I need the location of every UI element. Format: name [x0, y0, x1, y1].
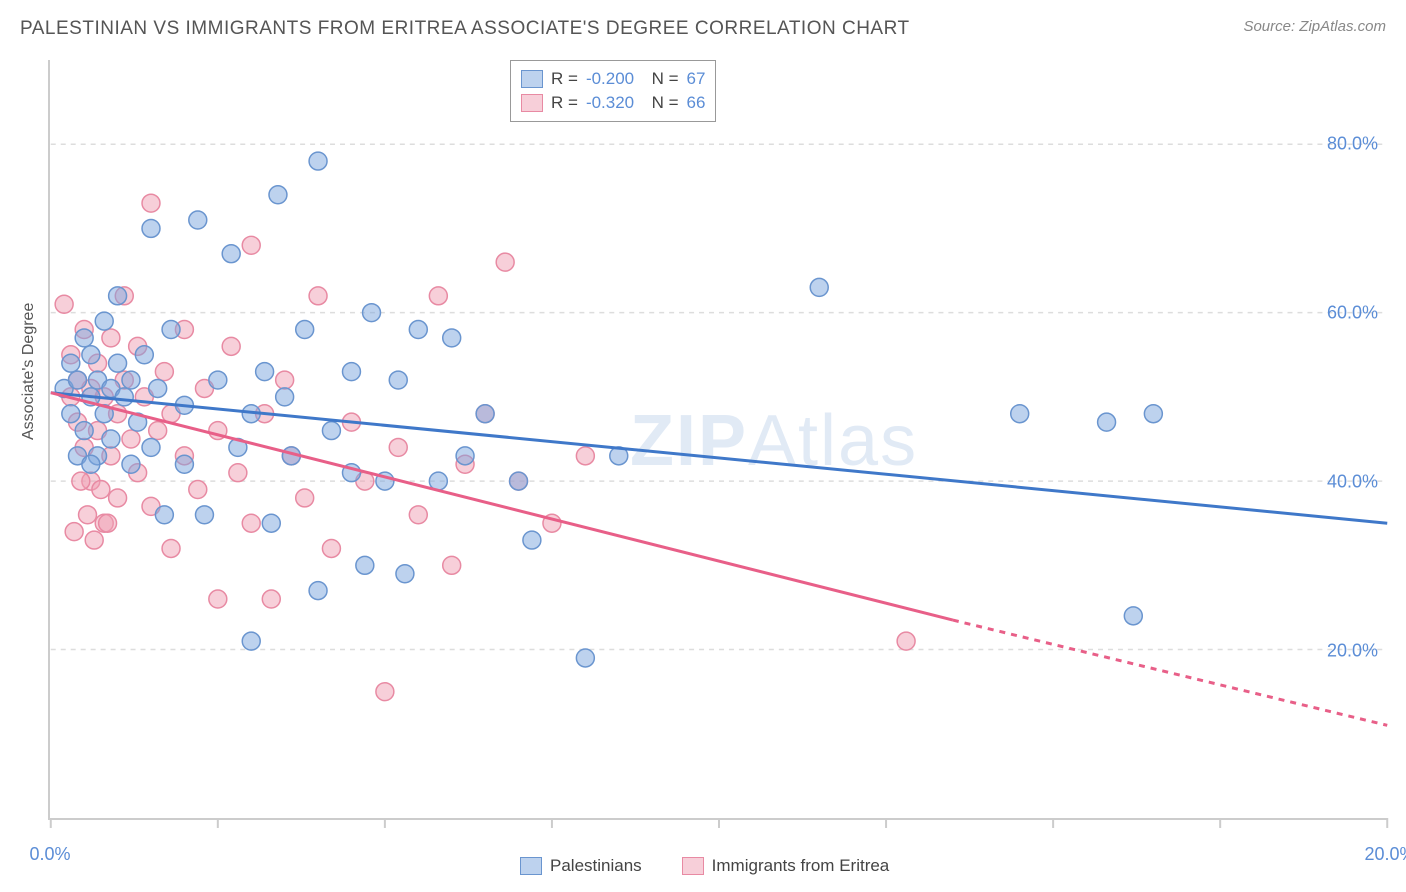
source-label: Source: ZipAtlas.com — [1243, 18, 1386, 35]
legend-swatch-blue-icon — [520, 857, 542, 875]
legend-swatch-pink-icon — [682, 857, 704, 875]
stats-row-pink: R = -0.320 N = 66 — [521, 91, 705, 115]
legend-label-blue: Palestinians — [550, 856, 642, 876]
y-axis-label: Associate's Degree — [20, 303, 38, 440]
scatter-svg — [50, 60, 1388, 818]
swatch-pink-icon — [521, 94, 543, 112]
r-value-blue: -0.200 — [586, 69, 634, 89]
ytick-label: 40.0% — [1327, 472, 1378, 493]
r-value-pink: -0.320 — [586, 93, 634, 113]
bottom-legend: Palestinians Immigrants from Eritrea — [520, 856, 889, 876]
ytick-label: 20.0% — [1327, 641, 1378, 662]
ytick-label: 80.0% — [1327, 134, 1378, 155]
correlation-stats-box: R = -0.200 N = 67 R = -0.320 N = 66 — [510, 60, 716, 122]
n-value-pink: 66 — [687, 93, 706, 113]
legend-item-pink: Immigrants from Eritrea — [682, 856, 890, 876]
plot-area: ZIPAtlas R = -0.200 N = 67 R = -0.320 N … — [48, 60, 1388, 820]
xtick-label: 20.0% — [1364, 844, 1406, 865]
header-row: PALESTINIAN VS IMMIGRANTS FROM ERITREA A… — [20, 18, 1386, 40]
xtick-label: 0.0% — [29, 844, 70, 865]
n-value-blue: 67 — [687, 69, 706, 89]
swatch-blue-icon — [521, 70, 543, 88]
ytick-label: 60.0% — [1327, 303, 1378, 324]
stats-row-blue: R = -0.200 N = 67 — [521, 67, 705, 91]
legend-label-pink: Immigrants from Eritrea — [712, 856, 890, 876]
legend-item-blue: Palestinians — [520, 856, 642, 876]
chart-title: PALESTINIAN VS IMMIGRANTS FROM ERITREA A… — [20, 18, 910, 40]
